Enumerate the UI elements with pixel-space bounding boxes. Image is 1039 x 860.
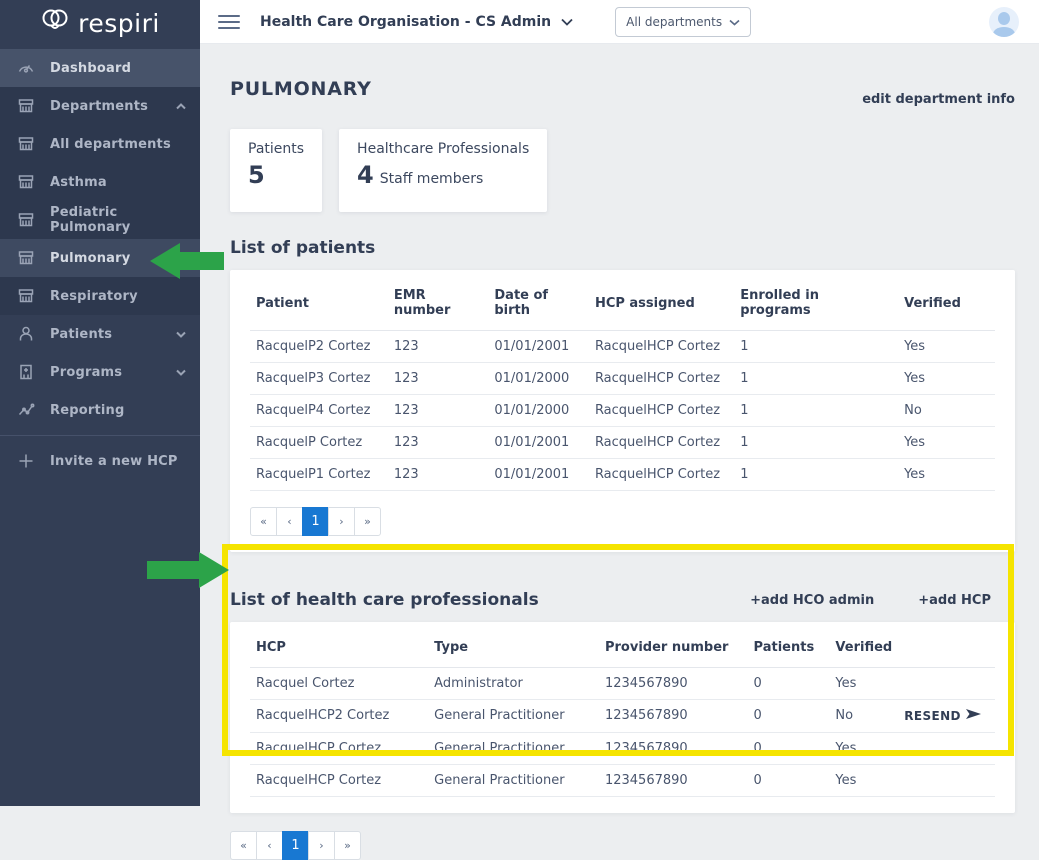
hospital-icon <box>16 362 36 382</box>
patients-panel: Patient EMR number Date of birth HCP ass… <box>230 270 1015 552</box>
column-header: Enrolled in programs <box>734 274 899 331</box>
column-header: HCP assigned <box>588 274 735 331</box>
sidebar-item-pulmonary[interactable]: Pulmonary <box>0 239 200 277</box>
add-hcp-link[interactable]: +add HCP <box>918 592 991 608</box>
column-header: Provider number <box>598 626 748 668</box>
department-icon <box>16 96 36 116</box>
column-header: Verified <box>829 626 899 668</box>
sidebar-divider <box>0 435 200 436</box>
patient-row[interactable]: RacquelP Cortez 123 01/01/2001 RacquelHC… <box>250 426 995 459</box>
column-header: Patient <box>250 274 388 331</box>
edit-department-info-link[interactable]: edit department info <box>862 92 1015 107</box>
brand-logo[interactable]: respiri <box>0 0 200 46</box>
hcp-pagination: « ‹ 1 › » <box>230 830 1015 860</box>
hcp-panel: HCP Type Provider number Patients Verifi… <box>230 622 1015 813</box>
professionals-stat-label: Healthcare Professionals <box>357 141 530 157</box>
org-selector[interactable]: Health Care Organisation - CS Admin <box>260 14 573 30</box>
department-selector[interactable]: All departments <box>615 6 752 37</box>
patients-stat-label: Patients <box>248 141 305 157</box>
column-header: HCP <box>250 626 429 668</box>
column-header <box>898 626 995 668</box>
sidebar-item-departments[interactable]: Departments <box>0 87 200 125</box>
hcp-section-title: List of health care professionals <box>230 590 539 610</box>
topbar: Health Care Organisation - CS Admin All … <box>200 0 1039 44</box>
pagination-last-button[interactable]: » <box>354 507 381 536</box>
chart-icon <box>16 400 36 420</box>
dashboard-icon <box>16 58 36 78</box>
hcp-section: List of health care professionals +add H… <box>230 578 1015 813</box>
hcp-row[interactable]: RacquelHCP2 Cortez General Practitioner … <box>250 699 995 733</box>
pagination-next-button[interactable]: › <box>328 507 355 536</box>
professionals-stat-card: Healthcare Professionals 4 Staff members <box>339 129 548 212</box>
user-avatar[interactable] <box>989 6 1019 37</box>
sidebar-item-reporting[interactable]: Reporting <box>0 391 200 429</box>
sidebar-item-pediatric-pulmonary[interactable]: Pediatric Pulmonary <box>0 201 200 239</box>
plus-icon <box>16 451 36 471</box>
patients-stat-card: Patients 5 <box>230 129 323 212</box>
page-title: PULMONARY <box>230 78 372 100</box>
brand-name: respiri <box>78 8 160 38</box>
sidebar-nav: Dashboard Departments All departments <box>0 49 200 480</box>
sidebar: respiri Dashboard Departments <box>0 0 200 806</box>
chevron-down-icon <box>561 14 573 30</box>
hcp-row[interactable]: RacquelHCP Cortez General Practitioner 1… <box>250 764 995 797</box>
sidebar-item-asthma[interactable]: Asthma <box>0 163 200 201</box>
person-icon <box>16 324 36 344</box>
chevron-down-icon <box>176 327 186 342</box>
main-content: PULMONARY edit department info Patients … <box>200 44 1039 860</box>
department-icon <box>16 286 36 306</box>
patients-stat-value: 5 <box>248 161 265 189</box>
pagination-next-button[interactable]: › <box>308 830 335 860</box>
respiri-logo-icon <box>40 8 70 38</box>
pagination-last-button[interactable]: » <box>334 830 361 860</box>
sidebar-item-dashboard[interactable]: Dashboard <box>0 49 200 87</box>
pagination-first-button[interactable]: « <box>250 507 277 536</box>
column-header: Patients <box>747 626 830 668</box>
chevron-down-icon <box>176 365 186 380</box>
department-icon <box>16 248 36 268</box>
sidebar-item-programs[interactable]: Programs <box>0 353 200 391</box>
pagination-first-button[interactable]: « <box>230 830 257 860</box>
department-icon <box>16 210 36 230</box>
column-header: Type <box>428 626 599 668</box>
resend-link[interactable]: RESEND <box>904 708 981 723</box>
add-hco-admin-link[interactable]: +add HCO admin <box>750 592 875 608</box>
pagination-prev-button[interactable]: ‹ <box>256 830 283 860</box>
patients-table: Patient EMR number Date of birth HCP ass… <box>250 274 995 491</box>
patient-row[interactable]: RacquelP3 Cortez 123 01/01/2000 RacquelH… <box>250 362 995 395</box>
department-icon <box>16 134 36 154</box>
chevron-up-icon <box>176 99 186 114</box>
sidebar-item-all-departments[interactable]: All departments <box>0 125 200 163</box>
patient-row[interactable]: RacquelP2 Cortez 123 01/01/2001 RacquelH… <box>250 330 995 363</box>
sidebar-group-departments: Departments All departments Asthma <box>0 87 200 315</box>
hcp-table: HCP Type Provider number Patients Verifi… <box>250 626 995 797</box>
sidebar-item-patients[interactable]: Patients <box>0 315 200 353</box>
patients-pagination: « ‹ 1 › » <box>250 507 995 536</box>
department-icon <box>16 172 36 192</box>
pagination-page-1-button[interactable]: 1 <box>282 830 309 860</box>
patient-row[interactable]: RacquelP4 Cortez 123 01/01/2000 RacquelH… <box>250 394 995 427</box>
patient-row[interactable]: RacquelP1 Cortez 123 01/01/2001 RacquelH… <box>250 458 995 491</box>
column-header: EMR number <box>387 274 489 331</box>
column-header: Date of birth <box>488 274 589 331</box>
hcp-row[interactable]: RacquelHCP Cortez General Practitioner 1… <box>250 732 995 765</box>
pagination-prev-button[interactable]: ‹ <box>276 507 303 536</box>
patients-section-title: List of patients <box>230 238 376 258</box>
hcp-row[interactable]: Racquel Cortez Administrator 1234567890 … <box>250 667 995 700</box>
sidebar-item-invite-hcp[interactable]: Invite a new HCP <box>0 442 200 480</box>
hamburger-menu-icon[interactable] <box>218 11 240 33</box>
chevron-down-icon <box>729 15 740 29</box>
send-icon <box>965 708 981 723</box>
column-header: Verified <box>898 274 995 331</box>
professionals-stat-value: 4 Staff members <box>357 161 484 189</box>
pagination-page-1-button[interactable]: 1 <box>302 507 329 536</box>
sidebar-item-respiratory[interactable]: Respiratory <box>0 277 200 315</box>
